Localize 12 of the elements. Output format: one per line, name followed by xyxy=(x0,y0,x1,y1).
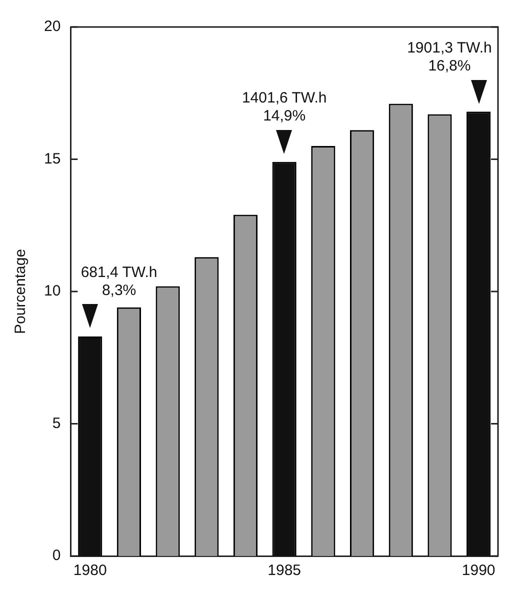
x-tick-label: 1985 xyxy=(268,562,302,580)
y-tick-label: 10 xyxy=(44,282,61,300)
annotation: 1401,6 TW.h 14,9% xyxy=(242,90,327,125)
y-tick-label: 20 xyxy=(44,18,61,36)
y-tick-label: 0 xyxy=(52,547,61,564)
x-tick-label: 1980 xyxy=(73,562,107,580)
y-tick-label: 5 xyxy=(52,414,61,432)
annotation: 1901,3 TW.h 16,8% xyxy=(407,39,492,74)
y-axis-title: Pourcentage xyxy=(12,248,30,334)
x-tick-label: 1990 xyxy=(462,562,496,580)
annotation: 681,4 TW.h 8,3% xyxy=(80,264,158,300)
y-tick-label: 15 xyxy=(44,150,61,168)
